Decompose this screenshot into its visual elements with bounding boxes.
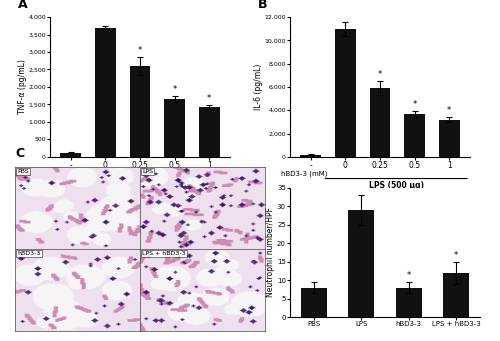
Text: LPS (500 μg): LPS (500 μg) (128, 181, 184, 190)
Bar (439, 120, 460, 157)
Text: A: A (18, 0, 27, 12)
Bar (396, 287, 422, 317)
Bar (130, 66, 150, 157)
Bar (348, 210, 374, 317)
Bar (199, 107, 220, 157)
Text: *: * (172, 85, 176, 94)
Y-axis label: Neutrophil number/HPF: Neutrophil number/HPF (266, 207, 276, 297)
Bar (335, 29, 356, 157)
Text: *: * (406, 271, 411, 280)
Text: PBS: PBS (17, 169, 28, 174)
Text: hBD3-3: hBD3-3 (17, 251, 40, 256)
Bar (300, 287, 327, 317)
Text: *: * (454, 251, 458, 260)
Bar (95, 28, 116, 157)
Text: *: * (138, 46, 142, 55)
Text: *: * (207, 94, 212, 103)
Text: B: B (258, 0, 267, 12)
Text: *: * (378, 70, 382, 79)
Text: *: * (412, 100, 416, 109)
Y-axis label: TNF-α (pg/mL): TNF-α (pg/mL) (18, 60, 27, 114)
Bar (404, 114, 425, 157)
Text: *: * (447, 106, 452, 116)
Y-axis label: IL-6 (pg/mL): IL-6 (pg/mL) (254, 64, 263, 110)
Bar (60, 153, 81, 157)
Bar (300, 154, 321, 157)
Text: D: D (252, 167, 262, 180)
Bar (443, 273, 469, 317)
Text: LPS + hBD3-3: LPS + hBD3-3 (142, 251, 186, 256)
Bar (164, 99, 185, 157)
Text: hBD3-3 (mM): hBD3-3 (mM) (41, 171, 88, 177)
Text: LPS: LPS (142, 169, 153, 174)
Bar (370, 88, 390, 157)
Text: hBD3-3 (mM): hBD3-3 (mM) (281, 171, 328, 177)
Text: C: C (15, 147, 24, 160)
Text: LPS (500 μg): LPS (500 μg) (368, 181, 424, 190)
